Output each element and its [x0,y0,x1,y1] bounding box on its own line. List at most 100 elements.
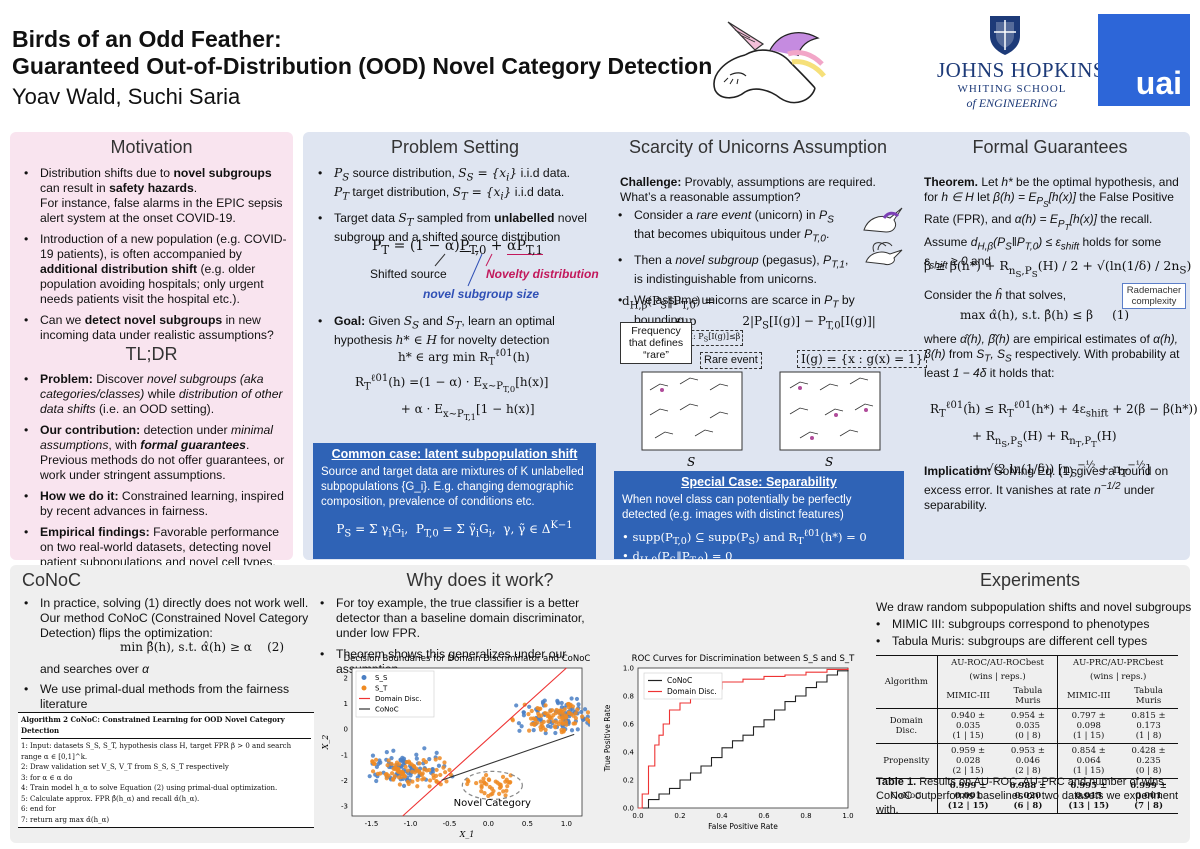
chart-title: ROC Curves for Discrimination between S_… [632,654,855,664]
authors: Yoav Wald, Suchi Saria [12,84,241,109]
eq2: min β̂(h), s.t. α̂(h) ≥ α (2) [120,640,285,654]
scatter-point-source [514,703,519,708]
novelty-distribution-label: Novelty distribution [486,267,599,281]
list-item: In practice, solving (1) directly does n… [18,596,318,641]
list-item: Goal: Given SS and ST, learn an optimal … [312,314,607,348]
scatter-point-target [479,785,484,790]
novel-category-label: Novel Category [454,798,531,809]
list-item: Distribution shifts due to novel subgrou… [18,166,290,226]
scatter-point-source [427,757,432,762]
scatter-point-target [503,779,508,784]
legend-label: S_T [375,685,388,693]
scatter-point-source [391,748,396,753]
x-tick-label: 1.0 [842,812,853,820]
scatter-point-target [539,713,544,718]
list-item: How we do it: Constrained learning, insp… [18,489,290,519]
scatter-point-target [434,767,439,773]
scatter-point-target [404,760,409,765]
scatter-point-target [399,770,404,775]
scatter-point-source [434,750,439,756]
unicorn-logo [713,21,826,104]
y-tick-label: -2 [341,777,348,785]
scatter-point-target [427,767,432,773]
cell-wins: (0 | 8) [1015,731,1041,741]
row-label: CoNoC [876,778,938,814]
scatter-point-target [437,756,442,761]
scatter-point-source [384,750,389,755]
goal-list: Goal: Given SS and ST, learn an optimal … [312,314,607,354]
scatter-point-target [559,730,564,735]
scatter-point-target [478,779,483,784]
scatter-point-target [386,758,391,763]
y-tick-label: 0.4 [623,749,635,757]
scatter-point-target [389,771,395,776]
unicorn-icon [863,207,903,233]
scatter-point-source [545,723,551,729]
list-item: Can we detect novel subgroups in new inc… [18,313,290,343]
why-list: For toy example, the true classifier is … [314,596,614,683]
y-tick-label: 0 [344,726,348,734]
scatter-point-target [420,771,425,776]
cell-wins: (1 | 15) [1073,731,1105,741]
x-axis-label: False Positive Rate [708,822,778,831]
cell-wins: (1 | 15) [1073,766,1105,776]
jhu-school: WHITING SCHOOL of ENGINEERING [957,83,1067,110]
scatter-point-target [536,711,541,716]
scatter-point-source [517,728,522,733]
scatter-point-source [370,753,376,758]
scatter-point-target [538,727,544,732]
table-row: Propensity 0.959 ± 0.028 (2 | 15) 0.953 ± 0… [876,743,1178,779]
y-tick-label: 0.2 [623,777,634,785]
scatter-point-target [486,793,491,799]
scatter-point-target [501,789,506,794]
scatter-point-target [431,775,436,781]
cell-value: 0.815 ± 0.173 [1131,711,1166,731]
poster-title: Birds of an Odd Feather: Guaranteed Out-… [12,26,713,79]
y-tick-label: 1 [344,700,348,708]
cell-value: 0.999 ± 0.001 [949,781,987,801]
table-cell: 0.428 ± 0.235 (0 | 8) [1119,744,1178,779]
y-tick-label: 2 [344,675,348,683]
scatter-point-target [560,720,565,726]
cell-value: 0.988 ± 0.020 [1009,781,1047,801]
roc-line-conoc [638,668,849,809]
scatter-point-target [403,764,408,769]
scatter-point-target [550,708,555,713]
y-axis-label: True Positive Rate [603,704,612,772]
scatter-point-source [543,731,548,736]
y-tick-label: -3 [341,802,348,810]
scatter-point-source [430,767,435,772]
list-item: Empirical findings: Favorable performanc… [18,525,290,570]
scatter-point-target [479,789,484,794]
list-item: For toy example, the true classifier is … [314,596,614,641]
x-tick-label: 0.5 [522,820,533,828]
y-tick-label: 0.0 [623,805,634,813]
scatter-point-source [521,710,526,715]
x-tick-label: -1.5 [365,820,379,828]
scatter-point-target [539,721,544,726]
scatter-point-target [560,712,566,717]
risk-equation: RTℓ01(h) =(1 − α) · Ex∼PT,0[h(x)] + α · … [355,373,549,422]
indicator-def: I(g) = {x : g(x) = 1} [797,350,928,368]
list-item: Target data ST sampled from unlabelled n… [312,211,607,245]
conoc-title: CoNoC [22,570,82,590]
challenge-text: Challenge: Provably, assumptions are req… [620,175,876,204]
cell-value: 0.854 ± 0.064 [1071,746,1106,766]
legend-label: CoNoC [375,706,399,714]
scatter-point-target [507,780,512,785]
list-item: We use primal-dual methods from the fair… [18,682,318,712]
jhu-name: JOHNS HOPKINS [937,58,1106,82]
latent-shift-box: Common case: latent subpopulation shift … [313,443,596,559]
scatter-point-source [414,752,419,757]
y-tick-label: 1.0 [623,665,634,673]
scarcity-title: Scarcity of Unicorns Assumption [628,137,888,157]
table-cell: 0.995 ± 0.015 (13 | 15) [1058,779,1119,814]
scatter-point-target [411,763,416,769]
scatter-point-source [414,756,419,761]
table-caption: Table 1. Results on AU-ROC, AU-PRC and n… [876,776,1179,816]
scatter-point-target [427,784,432,789]
scatter-point-target [527,728,532,733]
legend-box [643,672,723,700]
boundary-line-domain-disc- [402,667,567,817]
x-tick-label: 0.0 [483,820,494,828]
